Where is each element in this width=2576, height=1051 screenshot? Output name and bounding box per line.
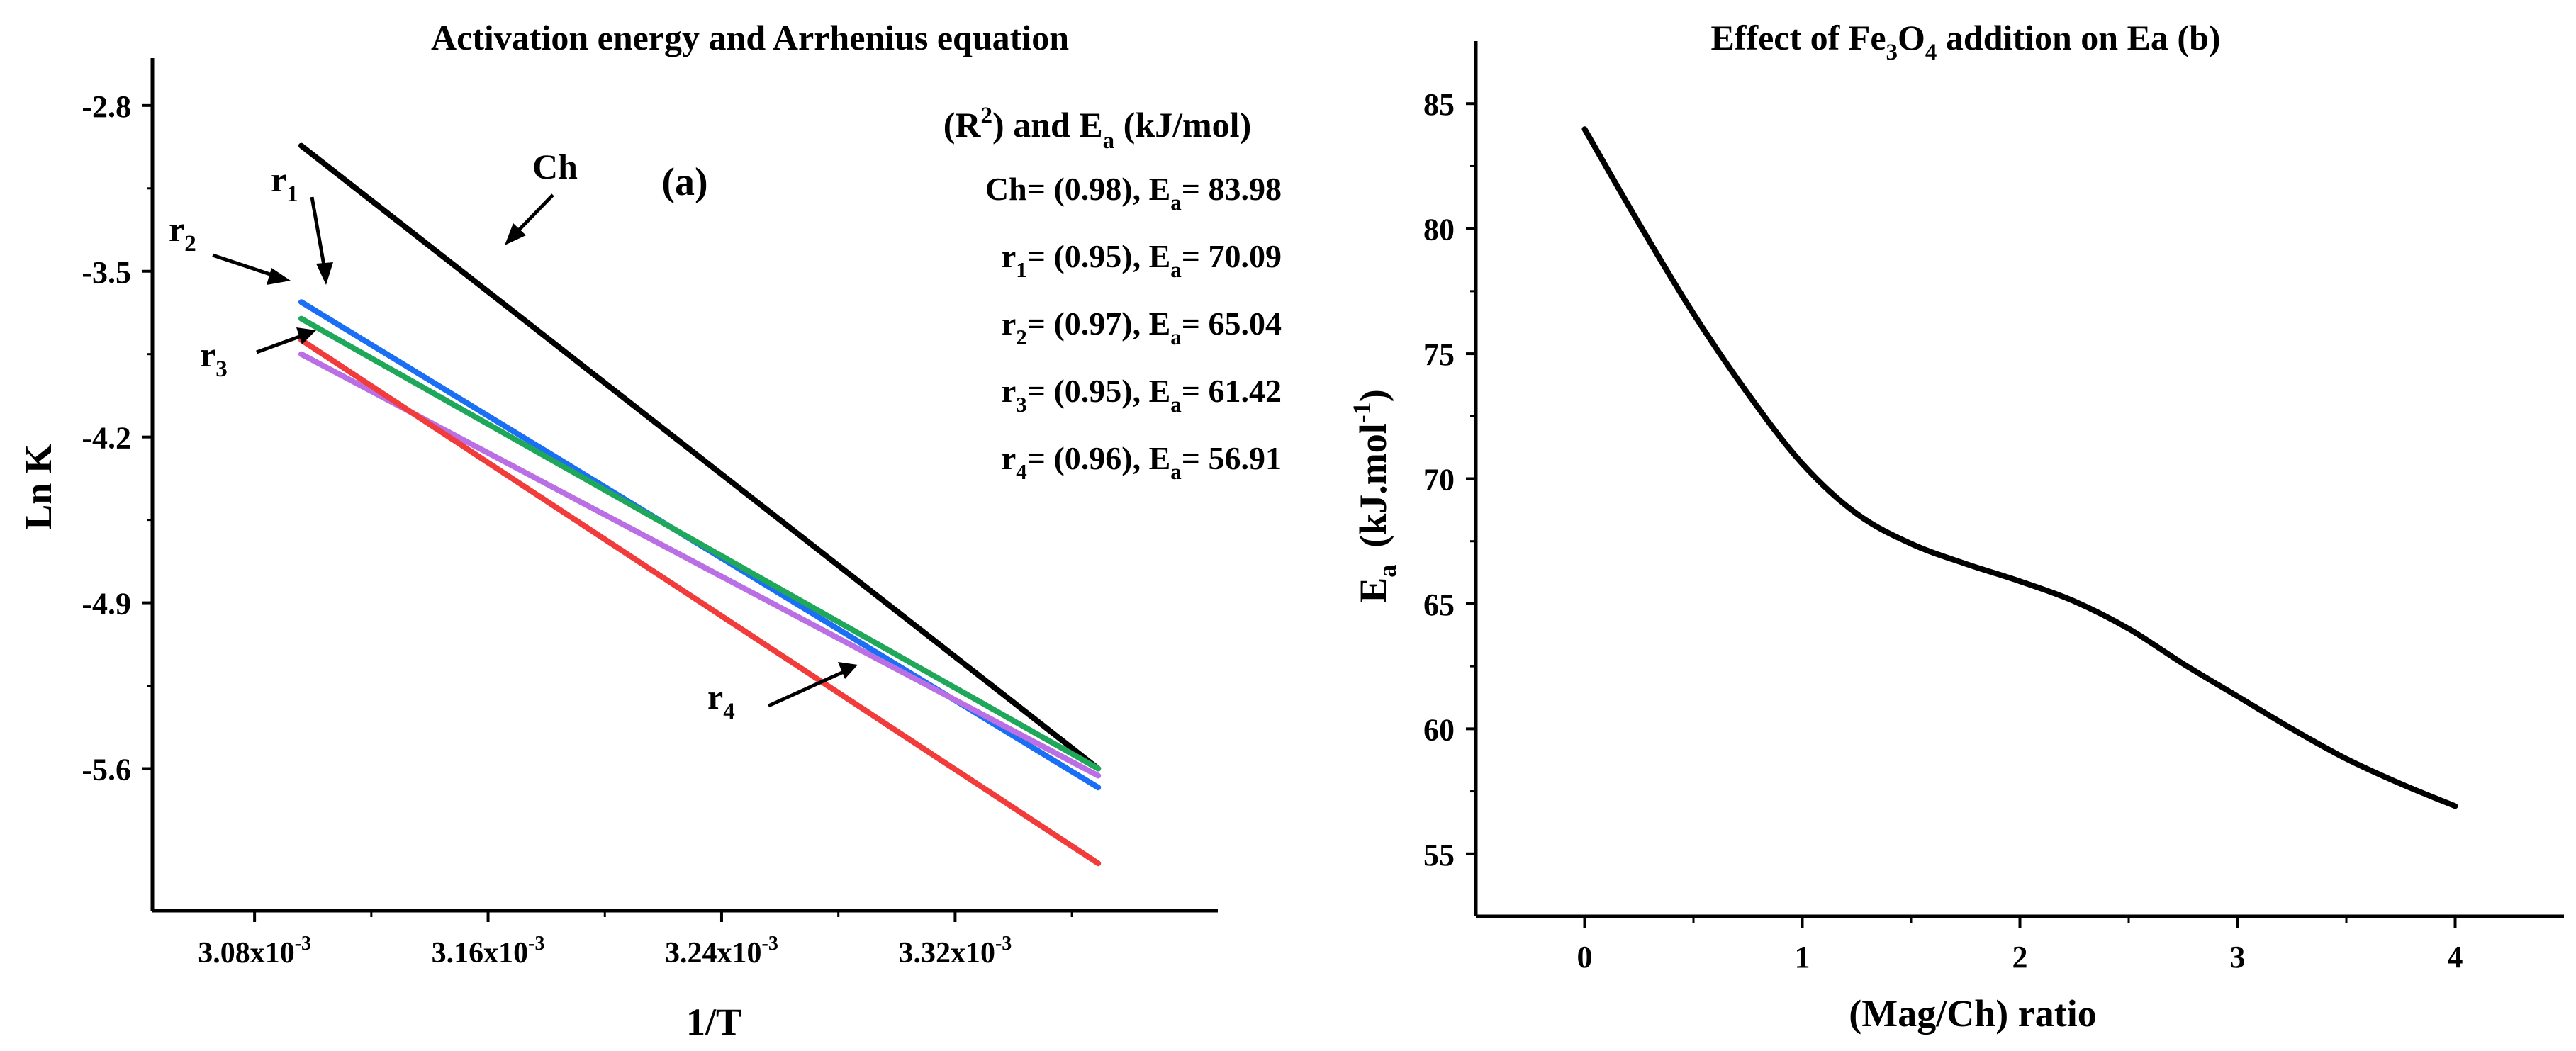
panel-a-x-tick-label: 3.24x10-3 (665, 933, 778, 969)
panel-a-title: Activation energy and Arrhenius equation (431, 18, 1069, 57)
panel-b-ea-chart: Effect of Fe3O4 addition on Ea (b) 55 60 6… (1348, 18, 2564, 1035)
panel-a-series-lines (298, 142, 1102, 867)
panel-b-x-axis-title: (Mag/Ch) ratio (1849, 992, 2096, 1035)
panel-a-y-tick-label: -4.2 (82, 421, 131, 456)
panel-b-y-tick-label: 70 (1423, 463, 1455, 498)
legend-rows: Ch= (0.98), Ea= 83.98 r1= (0.95), Ea= 70.… (985, 171, 1282, 484)
curve-labels: Ch r1 r2 r3 r4 (169, 147, 858, 724)
arrowhead-r4 (838, 662, 858, 679)
arrow-r3 (256, 333, 304, 354)
panel-b-x-tick-label: 2 (2012, 940, 2028, 974)
panel-a-x-tick-label: 3.32x10-3 (898, 933, 1012, 969)
curve-label-r2: r2 (169, 209, 196, 257)
series-line-Ea (1581, 126, 2458, 809)
panel-b-y-tick-label: 65 (1423, 588, 1455, 622)
panel-b-axes: 55 60 65 70 75 80 85 0 1 2 3 4 (1423, 41, 2564, 974)
panel-a-y-tick-label: -5.6 (82, 753, 131, 787)
panel-a-x-tick-label: 3.16x10-3 (432, 933, 545, 969)
curve-label-r1: r1 (271, 159, 298, 207)
arrow-r4 (767, 670, 845, 708)
panel-b-y-tick-label: 55 (1423, 838, 1455, 872)
series-line-Ch (298, 142, 1102, 772)
panel-a-label: (a) (661, 160, 707, 204)
panel-b-x-tick-label: 0 (1577, 940, 1593, 974)
legend-row-r1: r1= (0.95), Ea= 70.09 (1002, 238, 1282, 282)
arrowhead-r2 (267, 268, 291, 285)
panel-a-arrhenius-chart: Activation energy and Arrhenius equation… (17, 18, 1282, 1043)
panel-b-title: Effect of Fe3O4 addition on Ea (b) (1710, 18, 2220, 65)
panel-a-y-tick-label: -3.5 (82, 255, 131, 290)
series-line-r4 (298, 337, 1102, 867)
legend-row-Ch: Ch= (0.98), Ea= 83.98 (985, 171, 1282, 215)
arrowhead-ch (505, 223, 526, 245)
panel-b-x-tick-label: 4 (2448, 940, 2463, 974)
legend-title: (R2) and Ea (kJ/mol) (943, 103, 1251, 154)
panel-b-y-tick-label: 85 (1423, 87, 1455, 122)
panel-a-axes: -2.8 -3.5 -4.2 -4.9 -5.6 3.08x10-3 3.16x10-3 3.… (82, 58, 1218, 969)
series-line-r2 (298, 315, 1102, 772)
panel-a-x-tick-label: 3.08x10-3 (198, 933, 311, 969)
legend-row-r3: r3= (0.95), Ea= 61.42 (1002, 373, 1282, 417)
arrowhead-r1 (316, 262, 333, 285)
legend-row-r2: r2= (0.97), Ea= 65.04 (1002, 305, 1282, 349)
panel-b-y-axis-title: Ea(kJ.mol-1) (1348, 389, 1401, 603)
panel-a-x-axis-title: 1/T (686, 1001, 741, 1043)
curve-label-ch: Ch (532, 147, 578, 186)
panel-b-y-tick-label: 60 (1423, 712, 1455, 747)
arrowhead-r3 (296, 327, 316, 344)
legend-row-r4: r4= (0.96), Ea= 56.91 (1002, 440, 1282, 484)
panel-b-x-tick-label: 1 (1795, 940, 1810, 974)
curve-label-r4: r4 (707, 677, 735, 724)
curve-label-r3: r3 (200, 335, 228, 382)
panel-a-y-tick-label: -2.8 (82, 89, 131, 124)
panel-b-series-lines (1581, 126, 2458, 809)
arrow-r2 (212, 253, 277, 279)
arrow-r1 (310, 196, 327, 270)
panel-a-y-tick-label: -4.9 (82, 587, 131, 622)
panel-a-y-axis-title: Ln K (17, 444, 60, 530)
panel-b-y-tick-label: 75 (1423, 337, 1455, 372)
panel-b-x-tick-label: 3 (2230, 940, 2246, 974)
panel-a-legend: (R2) and Ea (kJ/mol) Ch= (0.98), Ea= 83.… (943, 103, 1282, 484)
panel-b-y-tick-label: 80 (1423, 213, 1455, 247)
